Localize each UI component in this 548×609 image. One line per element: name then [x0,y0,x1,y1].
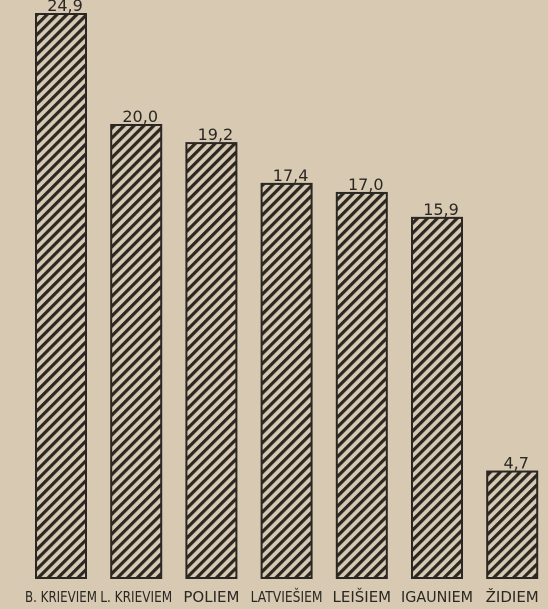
value-label: 20,0 [122,107,158,126]
value-label: 19,2 [198,125,234,144]
bar [185,142,238,579]
value-label: 4,7 [503,454,528,473]
x-tick-label: ŽIDIEM [486,587,539,606]
x-tick-label: L. KRIEVIEM [100,588,172,606]
bar [486,470,539,580]
value-label: 17,0 [348,175,384,194]
x-tick-label: IGAUNIEM [401,588,473,606]
value-label: 17,4 [273,166,309,185]
x-tick-label: LEIŠIEM [332,587,391,606]
bar [35,13,87,579]
bar [335,191,388,579]
value-label: 15,9 [423,200,459,219]
bar [260,182,313,579]
x-tick-label: LATVIEŠIEM [251,587,323,606]
bar [110,123,163,580]
x-tick-label: B. KRIEVIEM [25,588,97,606]
value-label: 24,9 [47,0,83,15]
bar [411,216,463,580]
x-tick-label: POLIEM [183,588,239,606]
